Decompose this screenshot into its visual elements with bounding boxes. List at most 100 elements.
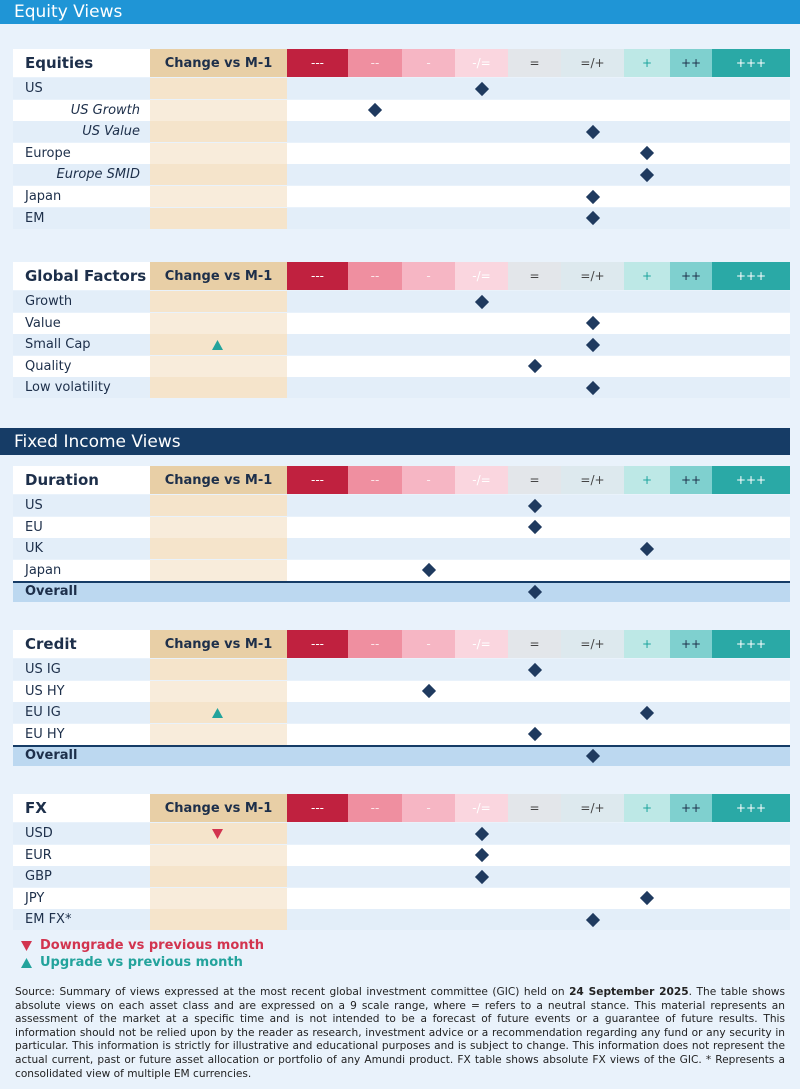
row-label: Value [25,315,61,331]
scale-header: =/+ [561,630,624,658]
scale-header: + [624,49,670,77]
scale-header: +++ [712,794,790,822]
scale-header: -- [348,794,402,822]
scale-header: + [624,630,670,658]
table-title: Global Factors [25,267,147,285]
change-cell [150,538,287,560]
row-bg [13,581,790,603]
scale-header: +++ [712,262,790,290]
row-label: EU IG [25,705,61,721]
scale-header: -- [348,466,402,494]
change-header: Change vs M-1 [150,262,287,290]
row-label: EM [25,210,45,226]
table-title: Duration [25,471,99,489]
scale-header: +++ [712,466,790,494]
scale-header: -/= [455,262,508,290]
row-label: US HY [25,683,65,699]
row-label: Japan [25,189,62,204]
scale-header: +++ [712,49,790,77]
table-title: FX [25,799,47,817]
row-label: US IG [25,662,61,677]
row-label: Europe SMID [56,167,140,183]
legend-down: Downgrade vs previous month [20,938,264,953]
row-label: USD [25,826,53,841]
table-header-bg [13,466,150,494]
change-cell [150,495,287,516]
scale-header: ++ [670,794,712,822]
up-icon [21,957,32,968]
row-label: Overall [25,748,78,764]
scale-header: + [624,262,670,290]
row-label: UK [25,541,44,557]
scale-header: = [508,262,561,290]
row-label: EU [25,519,43,535]
scale-header: = [508,466,561,494]
scale-header: --- [287,794,348,822]
change-header: Change vs M-1 [150,630,287,658]
scale-header: ++ [670,466,712,494]
change-cell [150,312,287,334]
row-label: US Growth [70,102,140,118]
row-label: EU HY [25,726,65,742]
table-header-bg [13,262,150,290]
change-cell [150,844,287,866]
scale-header: =/+ [561,262,624,290]
row-label: EM FX* [25,912,72,928]
row-label: Japan [25,562,62,578]
source-note: Source: Summary of views expressed at th… [15,986,785,1081]
scale-header: = [508,630,561,658]
change-cell [150,355,287,377]
scale-header: - [402,630,455,658]
change-cell [150,516,287,538]
source-text: . The table shows absolute views on each… [15,986,785,1080]
scale-header: --- [287,630,348,658]
scale-header: -/= [455,49,508,77]
change-cell [150,164,287,186]
change-header: Change vs M-1 [150,466,287,494]
legend-up-text: Upgrade vs previous month [40,955,243,970]
scale-header: --- [287,49,348,77]
change-cell [150,142,287,164]
scale-header: + [624,794,670,822]
down-icon [21,940,32,951]
scale-header: - [402,262,455,290]
row-label: US [25,498,43,513]
row-label: Overall [25,584,78,600]
fixed-income-banner: Fixed Income Views [0,428,790,455]
scale-header: -/= [455,630,508,658]
change-cell [150,207,287,229]
scale-header: - [402,466,455,494]
scale-header: =/+ [561,794,624,822]
table-title: Credit [25,635,77,653]
row-label: US Value [82,124,140,140]
change-cell [150,99,287,121]
table-header-bg [13,794,150,822]
change-cell [150,909,287,931]
scale-header: - [402,49,455,77]
scale-header: -- [348,262,402,290]
change-cell [150,866,287,888]
row-label: Low volatility [25,380,111,396]
scale-header: -- [348,630,402,658]
legend-up: Upgrade vs previous month [20,955,243,970]
equity-banner: Equity Views [0,0,800,24]
upgrade-icon [212,708,223,719]
scale-header: - [402,794,455,822]
source-text: Source: Summary of views expressed at th… [15,986,570,998]
row-label: EUR [25,847,52,863]
change-cell [150,121,287,143]
change-cell [150,291,287,312]
change-cell [150,559,287,581]
upgrade-icon [212,340,223,351]
table-header-bg [13,49,150,77]
scale-header: ++ [670,49,712,77]
row-label: US [25,81,43,96]
table-header-bg [13,630,150,658]
scale-header: ++ [670,630,712,658]
row-bg [13,745,790,767]
row-label: Europe [25,145,71,161]
row-label: GBP [25,869,52,885]
change-cell [150,680,287,702]
legend-down-text: Downgrade vs previous month [40,938,264,953]
change-header: Change vs M-1 [150,49,287,77]
